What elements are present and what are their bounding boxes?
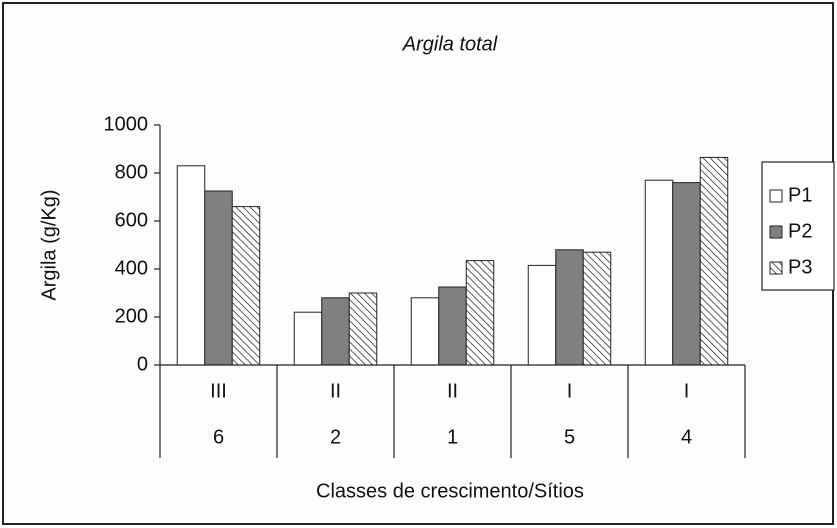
x-tick-label: II	[447, 380, 458, 402]
bar	[348, 292, 378, 366]
bar	[321, 297, 350, 366]
bar	[465, 260, 495, 366]
bar	[644, 179, 674, 366]
bar	[204, 190, 233, 366]
bar	[410, 297, 440, 366]
y-axis-title: Argila (g/Kg)	[38, 189, 60, 300]
bar	[582, 251, 612, 366]
y-tick-label: 0	[137, 353, 148, 375]
x-tick-label: I	[684, 380, 690, 402]
x-tick-sublabel: 5	[564, 426, 575, 448]
x-tick-label: I	[567, 380, 573, 402]
legend-swatch	[769, 261, 783, 275]
x-tick-label: III	[210, 380, 227, 402]
legend-label: P2	[788, 220, 812, 242]
y-tick-label: 1000	[104, 113, 149, 135]
chart-title: Argila total	[402, 33, 498, 55]
y-tick-label: 800	[115, 161, 148, 183]
bar	[293, 311, 323, 366]
bar	[231, 206, 261, 366]
x-tick-sublabel: 6	[213, 426, 224, 448]
x-tick-label: II	[330, 380, 341, 402]
y-tick-label: 200	[115, 305, 148, 327]
legend-swatch	[769, 189, 783, 203]
x-axis-title: Classes de crescimento/Sítios	[316, 480, 584, 502]
x-tick-sublabel: 4	[681, 426, 692, 448]
bar	[527, 264, 557, 366]
bar	[555, 249, 584, 366]
legend-label: P3	[788, 256, 812, 278]
bar	[699, 156, 729, 366]
legend-swatch	[769, 225, 783, 239]
y-tick-label: 400	[115, 257, 148, 279]
bar	[672, 182, 701, 366]
y-tick-label: 600	[115, 209, 148, 231]
bar	[176, 165, 206, 366]
x-tick-sublabel: 2	[330, 426, 341, 448]
bar	[438, 286, 467, 366]
x-tick-sublabel: 1	[447, 426, 458, 448]
legend-label: P1	[788, 184, 812, 206]
